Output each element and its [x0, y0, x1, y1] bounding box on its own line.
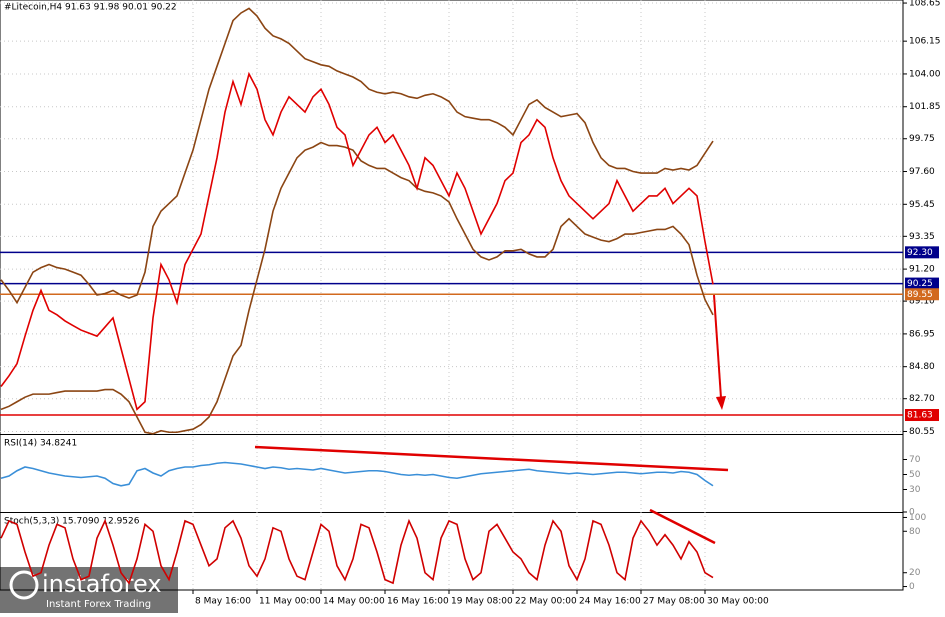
y-tick-label: 86.95: [909, 329, 935, 339]
watermark-logo: [9, 570, 39, 600]
level-tag: [905, 409, 939, 422]
y-tick-label: 100: [909, 513, 926, 523]
x-tick-label: 19 May 08:00: [451, 597, 513, 607]
level-label: 89.55: [907, 290, 933, 300]
watermark-tagline: Instant Forex Trading: [46, 599, 151, 610]
x-tick-label: 22 May 00:00: [515, 597, 577, 607]
y-tick-label: 30: [909, 485, 921, 495]
series-line: [0, 141, 714, 435]
arrow-head: [716, 396, 726, 410]
y-tick-label: 82.70: [909, 394, 935, 404]
x-tick-label: 14 May 00:00: [323, 597, 385, 607]
level-tag: [905, 246, 939, 259]
y-tick-label: 101.85: [909, 102, 941, 112]
arrow-shaft: [713, 294, 722, 399]
x-tick-label: 24 May 16:00: [579, 597, 641, 607]
level-tag: [905, 288, 939, 301]
series-line: [0, 461, 714, 487]
y-tick-label: 104.00: [909, 69, 941, 79]
y-tick-label: 106.15: [909, 37, 941, 47]
series-line: [0, 71, 714, 411]
chart-title: #Litecoin,H4 91.63 91.98 90.01 90.22: [4, 3, 177, 13]
watermark-brand: instaforex: [42, 570, 162, 598]
y-tick-label: 95.45: [909, 200, 935, 210]
series-line: [0, 518, 714, 585]
level-label: 90.25: [907, 279, 933, 289]
y-tick-label: 50: [909, 470, 921, 480]
y-tick-label: 0: [909, 508, 915, 518]
y-tick-label: 20: [909, 568, 921, 578]
level-label: 92.30: [907, 248, 933, 258]
y-tick-label: 99.75: [909, 134, 935, 144]
level-tag: [905, 277, 939, 290]
y-tick-label: 91.20: [909, 265, 935, 275]
y-tick-label: 70: [909, 455, 921, 465]
y-tick-label: 108.65: [909, 0, 941, 9]
x-tick-label: 30 May 00:00: [707, 597, 769, 607]
y-tick-label: 93.35: [909, 232, 935, 242]
trend-line: [254, 445, 729, 472]
y-tick-label: 80.55: [909, 427, 935, 437]
y-tick-label: 0: [909, 582, 915, 592]
y-tick-label: 80: [909, 527, 921, 537]
x-tick-label: 8 May 16:00: [195, 597, 251, 607]
x-tick-label: 27 May 08:00: [643, 597, 705, 607]
x-tick-label: 16 May 16:00: [387, 597, 449, 607]
y-tick-label: 97.60: [909, 167, 935, 177]
y-tick-label: 89.10: [909, 297, 935, 307]
trend-line: [649, 508, 716, 545]
x-tick-label: 11 May 00:00: [259, 597, 321, 607]
rsi-title: RSI(14) 34.8241: [4, 439, 77, 449]
series-line: [0, 7, 714, 305]
stoch-title: Stoch(5,3,3) 15.7090 12.9526: [4, 517, 140, 527]
y-tick-label: 84.80: [909, 362, 935, 372]
level-label: 81.63: [907, 411, 933, 421]
